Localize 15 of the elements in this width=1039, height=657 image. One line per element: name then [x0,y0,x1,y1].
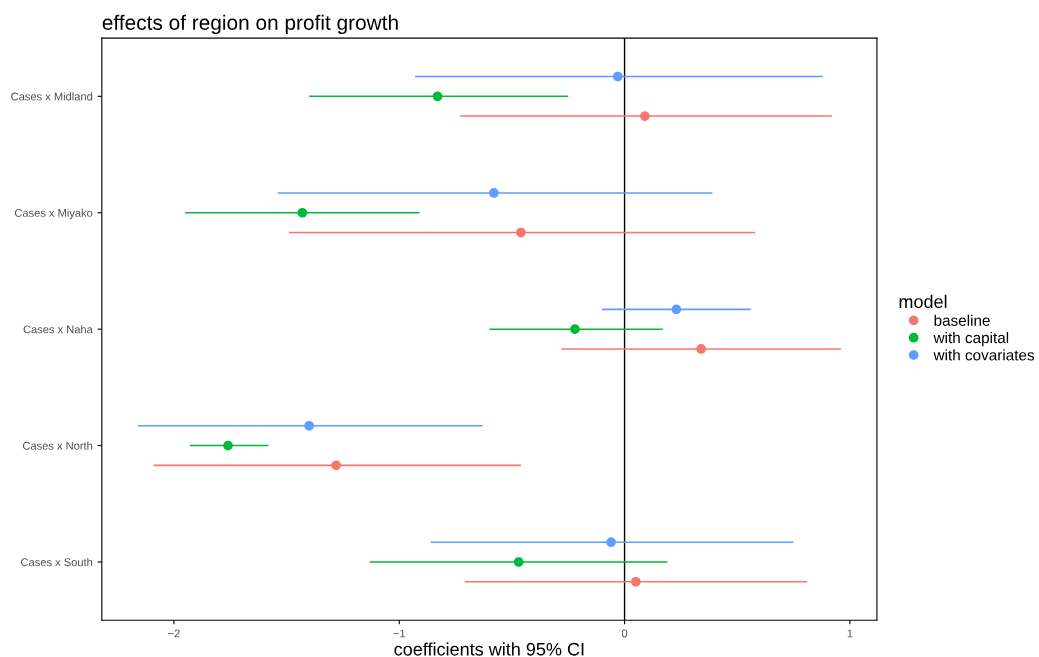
y-tick-label: Cases x Midland [11,92,93,101]
legend-label: with capital [933,331,1009,347]
x-tick-label: 0 [621,629,628,638]
legend-label: with covariates [933,349,1035,361]
y-tick-label: Cases x South [21,557,93,567]
y-tick-label: Cases x North [22,441,93,450]
legend-title: model [899,294,947,309]
y-tick-label: Cases x Miyako [14,208,93,220]
x-axis-title: coefficients with 95% CI [394,642,584,656]
x-tick-label: −1 [393,629,406,638]
legend-label: baseline [934,314,990,326]
x-tick-label: −2 [168,629,180,638]
x-tick-label: 1 [847,629,853,638]
y-tick-label: Cases x Naha [23,325,93,334]
chart-title: effects of region on profit growth [102,14,398,35]
